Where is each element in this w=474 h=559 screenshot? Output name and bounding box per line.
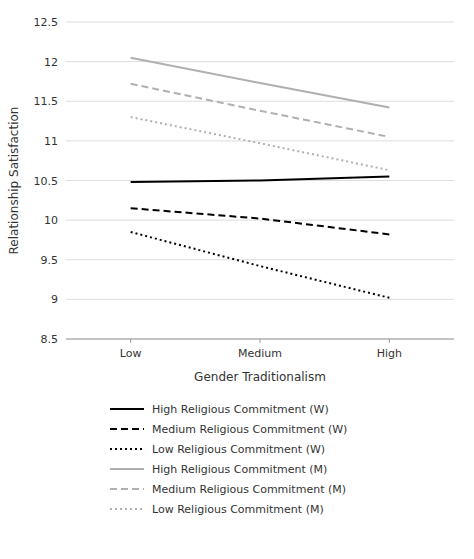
y-tick-label: 11.5	[34, 95, 59, 108]
legend-label: Low Religious Commitment (M)	[152, 503, 324, 516]
grid-line	[66, 61, 454, 62]
grid-line	[66, 220, 454, 221]
y-tick-label: 12.5	[34, 16, 59, 29]
y-axis: 8.5 9 9.5 10 10.5 11 11.5 12 12.5	[34, 16, 455, 346]
legend-label: Low Religious Commitment (W)	[152, 443, 325, 456]
y-tick-label: 10	[44, 214, 58, 227]
legend-swatch	[110, 448, 144, 450]
chart: 8.5 9 9.5 10 10.5 11 11.5 12 12.5 Low Medium High Ge…	[0, 0, 474, 559]
y-axis-label: Relationship Satisfaction	[7, 107, 21, 255]
series-line	[131, 58, 390, 108]
x-tick-label: Low	[120, 347, 142, 360]
grid-line	[66, 259, 454, 260]
chart-container: 8.5 9 9.5 10 10.5 11 11.5 12 12.5 Low Medium High Ge…	[0, 0, 474, 559]
y-tick-label: 9.5	[41, 254, 59, 267]
y-tick-label: 12	[44, 56, 58, 69]
legend-label: Medium Religious Commitment (W)	[152, 423, 347, 436]
x-tick	[260, 339, 261, 343]
legend-label: High Religious Commitment (W)	[152, 403, 329, 416]
grid-line	[66, 140, 454, 141]
x-axis-label: Gender Traditionalism	[194, 370, 326, 384]
y-tick-label: 8.5	[41, 333, 59, 346]
x-tick	[389, 339, 390, 343]
legend: High Religious Commitment (W) Medium Reli…	[110, 403, 347, 516]
grid-line	[66, 299, 454, 300]
y-tick-label: 11	[44, 135, 58, 148]
series-line	[131, 117, 390, 170]
series-line	[131, 208, 390, 234]
y-tick-label: 10.5	[34, 175, 59, 188]
plot-lines	[131, 58, 390, 298]
x-tick-label: Medium	[238, 347, 282, 360]
legend-swatch	[110, 508, 144, 510]
legend-label: High Religious Commitment (M)	[152, 463, 327, 476]
x-tick	[130, 339, 131, 343]
legend-label: Medium Religious Commitment (M)	[152, 483, 346, 496]
series-line	[131, 232, 390, 298]
legend-swatch	[110, 408, 144, 410]
x-axis: Low Medium High	[66, 339, 454, 360]
x-tick-label: High	[377, 347, 402, 360]
legend-swatch	[110, 488, 144, 490]
series-line	[131, 177, 390, 183]
legend-swatch	[110, 428, 144, 430]
y-tick-label: 9	[51, 293, 58, 306]
series-line	[131, 84, 390, 137]
grid-line	[66, 101, 454, 102]
legend-swatch	[110, 468, 144, 470]
grid-line	[66, 22, 454, 23]
